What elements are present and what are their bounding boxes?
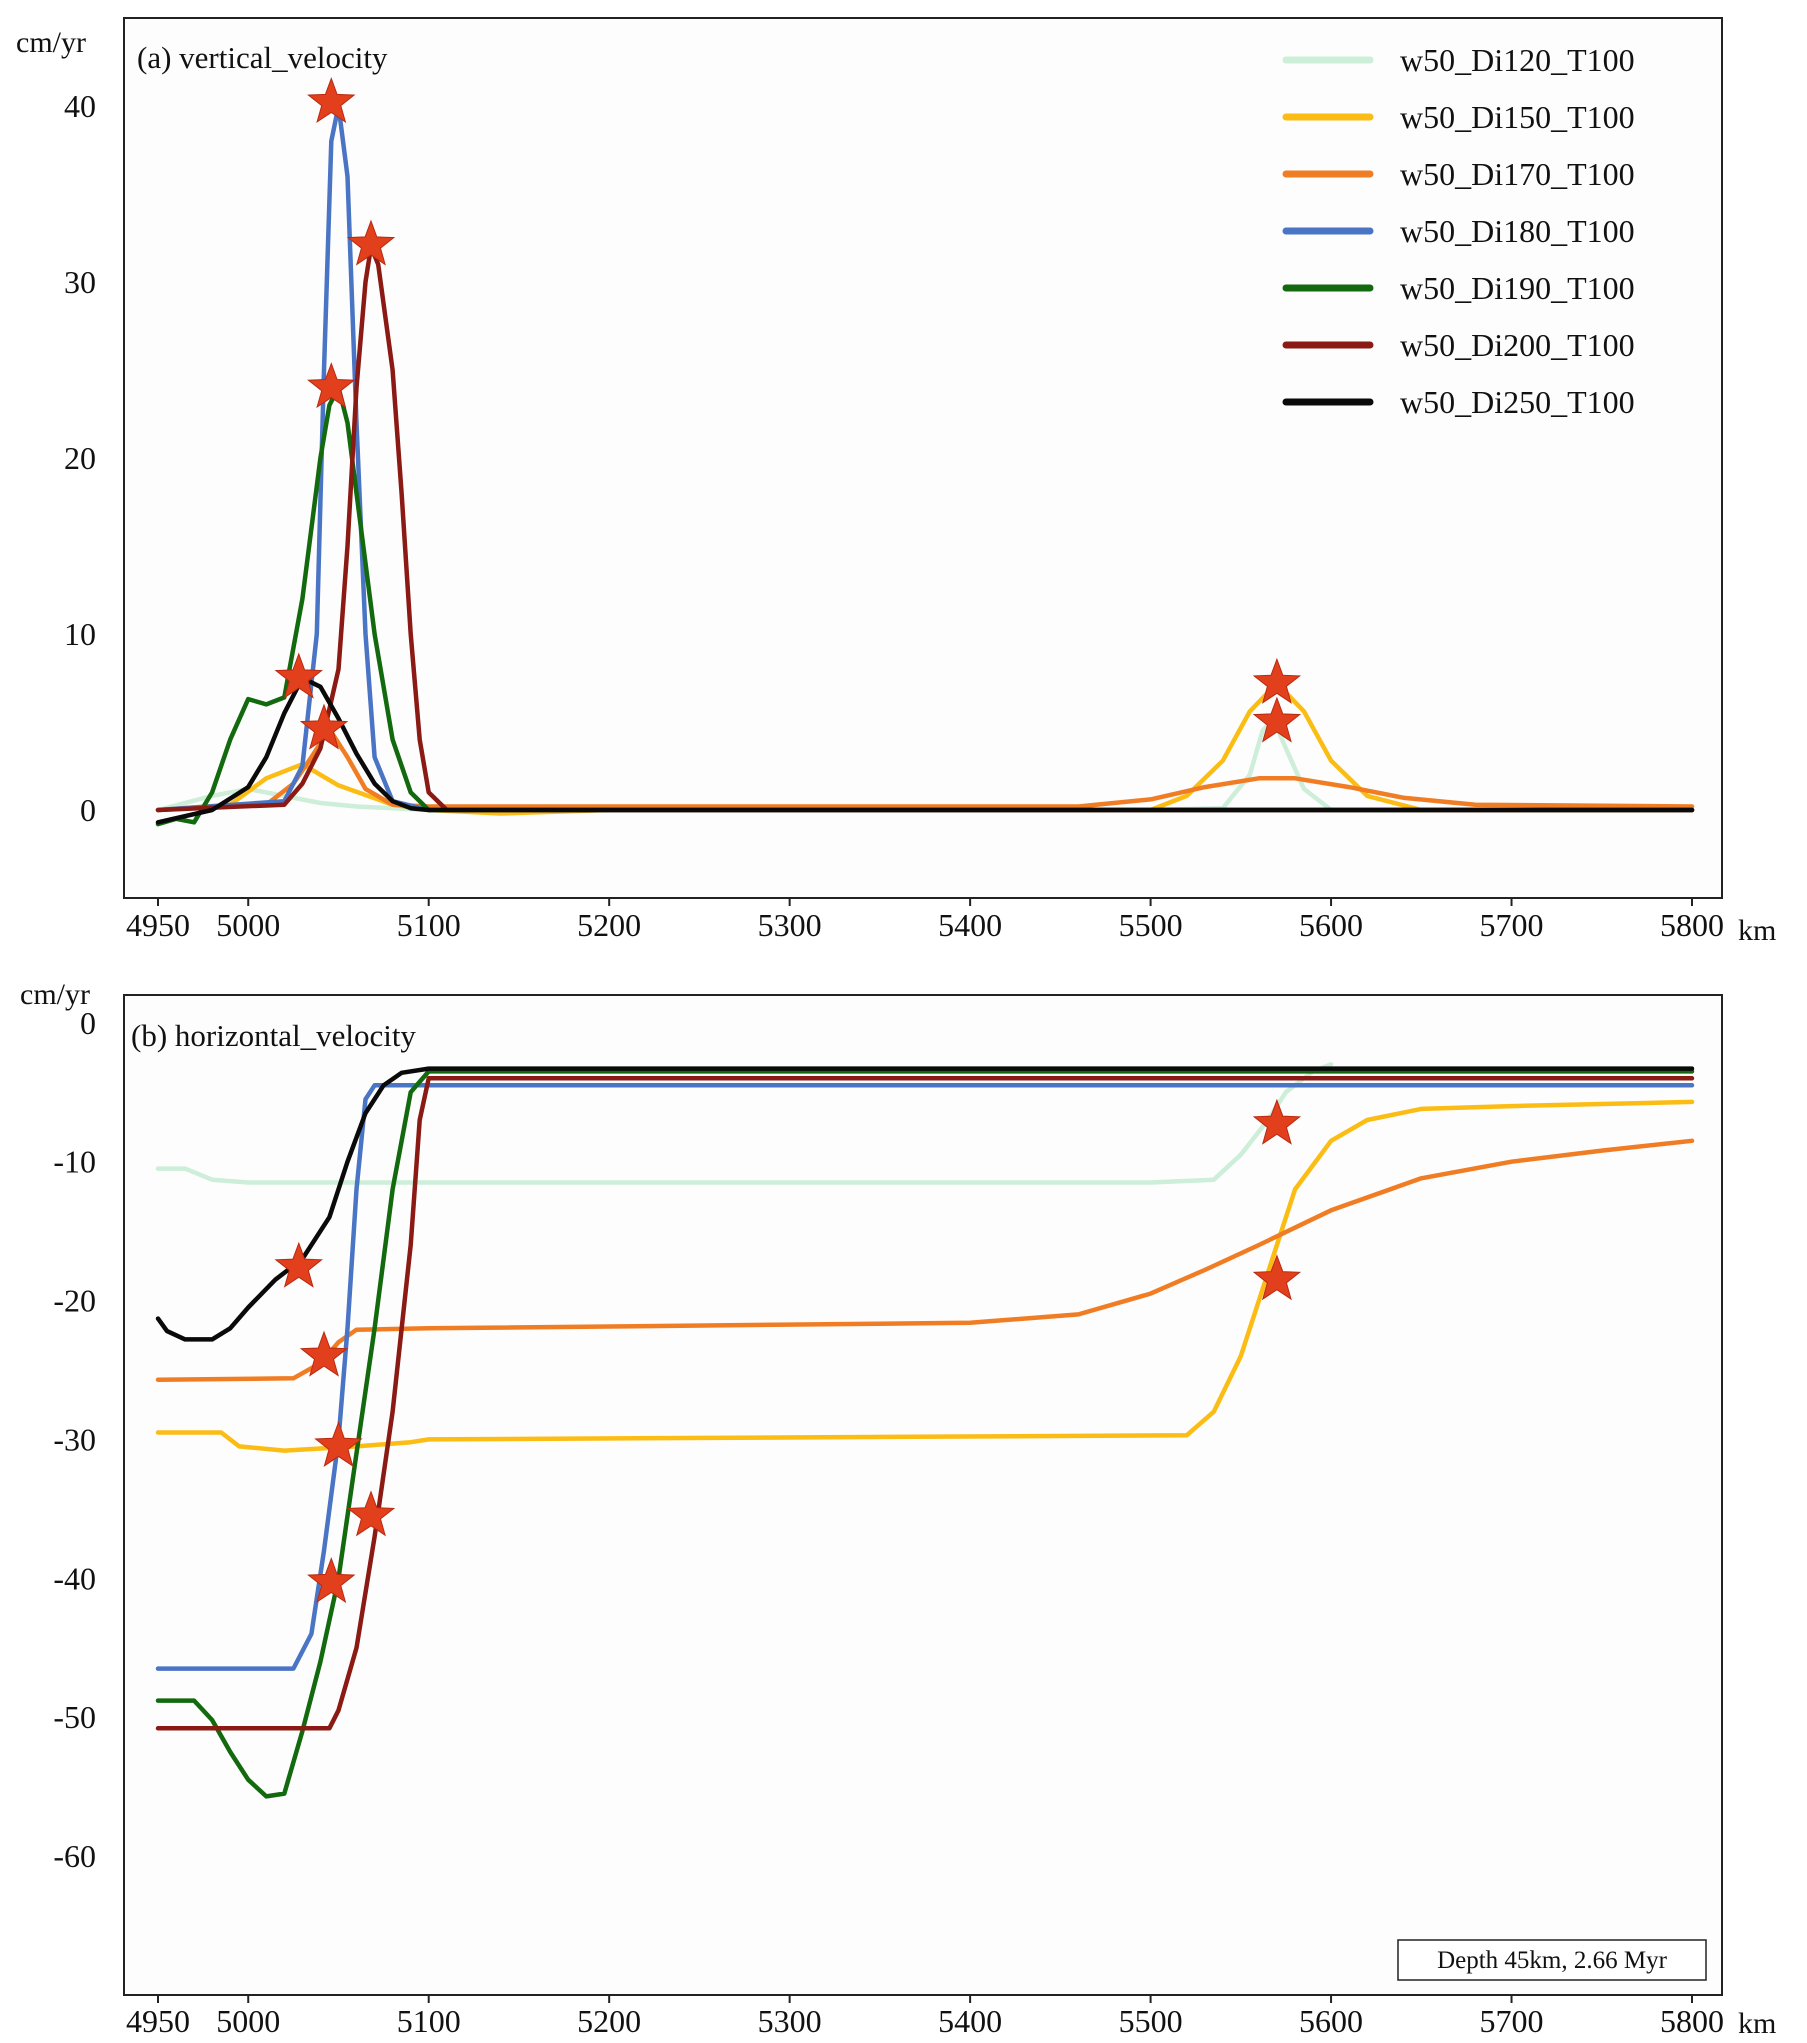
x-axis-unit-label: km — [1738, 2007, 1776, 2040]
x-tick-label: 5400 — [938, 907, 1002, 943]
x-tick-label: 5200 — [577, 2003, 641, 2039]
star-marker — [1252, 1098, 1302, 1145]
series-lines — [155, 103, 1695, 827]
star-marker — [307, 1557, 356, 1604]
series-line-w50_Di200_T100 — [155, 1076, 1695, 1731]
x-tick-label: 5700 — [1480, 2003, 1544, 2039]
y-tick-label: 30 — [64, 264, 96, 300]
annotation-box: Depth 45km, 2.66 Myr — [1397, 1939, 1707, 1981]
star-marker — [299, 1330, 349, 1377]
panel-title: (b) horizontal_velocity — [131, 1018, 416, 1053]
x-tick-label: 5800 — [1660, 2003, 1724, 2039]
x-tick-label: 4950 — [126, 2003, 190, 2039]
star-marker — [1252, 1254, 1302, 1301]
x-tick-label: 5100 — [397, 907, 461, 943]
series-line-w50_Di180_T100 — [155, 1083, 1695, 1671]
x-tick-label: 5500 — [1119, 2003, 1183, 2039]
y-tick-label: -40 — [53, 1560, 96, 1596]
x-axis-unit-label: km — [1738, 914, 1776, 947]
peak-markers — [274, 77, 1302, 750]
star-marker — [1252, 657, 1302, 704]
legend-label: w50_Di190_T100 — [1400, 270, 1635, 306]
series-line-w50_Di170_T100 — [155, 726, 1695, 813]
y-tick-label: -50 — [53, 1699, 96, 1735]
x-tick-label: 5000 — [216, 907, 280, 943]
y-tick-label: 20 — [64, 440, 96, 476]
series-line-w50_Di150_T100 — [155, 1099, 1695, 1453]
x-tick-label: 5600 — [1299, 2003, 1363, 2039]
x-tick-label: 5100 — [397, 2003, 461, 2039]
panel-vertical-velocity: cm/yr km (a) vertical_velocity 4950 5000 5… — [16, 17, 1776, 947]
x-tick-label: 5700 — [1480, 907, 1544, 943]
legend-label: w50_Di120_T100 — [1400, 42, 1635, 78]
series-line-w50_Di190_T100 — [155, 385, 1695, 827]
star-marker — [346, 219, 396, 266]
x-tick-label: 5000 — [216, 2003, 280, 2039]
star-marker — [1252, 696, 1302, 743]
legend-label: w50_Di170_T100 — [1400, 156, 1635, 192]
y-tick-label: 0 — [80, 792, 96, 828]
series-line-w50_Di180_T100 — [155, 103, 1695, 813]
x-tick-label: 5300 — [758, 907, 822, 943]
legend-label: w50_Di250_T100 — [1400, 384, 1635, 420]
star-marker — [299, 703, 349, 750]
x-tick-label: 5200 — [577, 907, 641, 943]
x-tick-label: 5400 — [938, 2003, 1002, 2039]
star-marker — [307, 362, 356, 409]
x-tick-label: 4950 — [126, 907, 190, 943]
star-marker — [274, 1241, 323, 1288]
y-axis-unit-label: cm/yr — [16, 26, 86, 59]
y-tick-label: 0 — [80, 1005, 96, 1041]
legend-label: w50_Di180_T100 — [1400, 213, 1635, 249]
x-tick-label: 5300 — [758, 2003, 822, 2039]
star-marker — [314, 1420, 363, 1467]
star-marker — [346, 1490, 396, 1537]
axis-ticks: 4950 5000 5100 5200 5300 5400 5500 5600 5700 5800… — [53, 1005, 1724, 2039]
axis-ticks: 4950 5000 5100 5200 5300 5400 5500 5600 5700 5800… — [64, 88, 1724, 943]
y-tick-label: -10 — [53, 1144, 96, 1180]
series-line-w50_Di250_T100 — [155, 675, 1695, 825]
legend-label: w50_Di150_T100 — [1400, 99, 1635, 135]
plot-area-frame — [123, 17, 1723, 899]
series-lines — [155, 1062, 1695, 1799]
panel-title: (a) vertical_velocity — [137, 40, 388, 75]
legend: w50_Di120_T100 w50_Di150_T100 w50_Di170_T1… — [1282, 42, 1635, 420]
panel-horizontal-velocity: cm/yr km (b) horizontal_velocity 4950 500… — [20, 978, 1776, 2040]
star-marker — [307, 77, 356, 124]
peak-markers — [274, 1098, 1302, 1604]
x-tick-label: 5800 — [1660, 907, 1724, 943]
y-tick-label: -60 — [53, 1838, 96, 1874]
y-tick-label: 40 — [64, 88, 96, 124]
y-tick-label: -20 — [53, 1283, 96, 1319]
star-marker — [274, 652, 323, 699]
x-tick-label: 5500 — [1119, 907, 1183, 943]
annotation-text: Depth 45km, 2.66 Myr — [1437, 1947, 1668, 1974]
series-line-w50_Di190_T100 — [155, 1069, 1695, 1799]
y-tick-label: 10 — [64, 616, 96, 652]
y-tick-label: -30 — [53, 1421, 96, 1457]
plot-area-frame — [123, 994, 1723, 1996]
x-tick-label: 5600 — [1299, 907, 1363, 943]
y-axis-unit-label: cm/yr — [20, 978, 90, 1011]
legend-label: w50_Di200_T100 — [1400, 327, 1635, 363]
